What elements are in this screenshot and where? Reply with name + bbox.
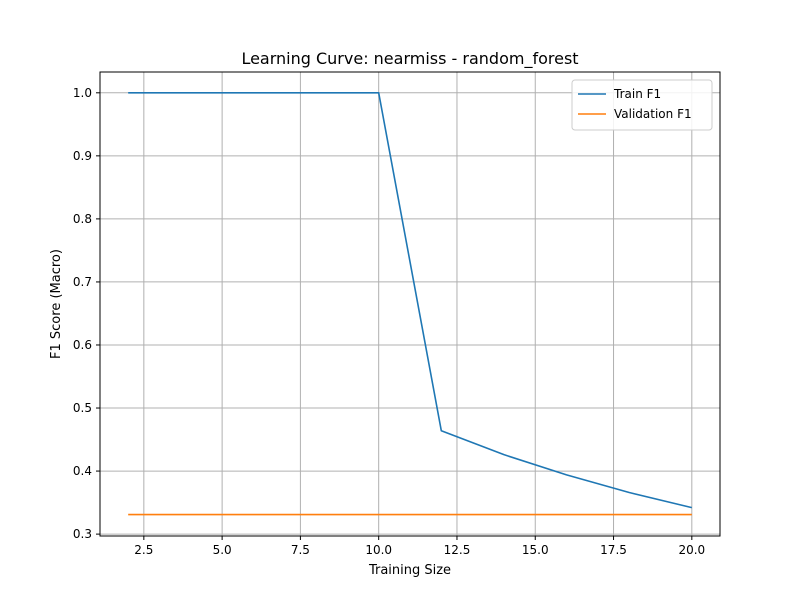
y-tick-label: 0.7 bbox=[73, 275, 92, 289]
y-tick-label: 0.9 bbox=[73, 149, 92, 163]
grid-lines bbox=[100, 72, 720, 536]
legend: Train F1 Validation F1 bbox=[571, 79, 713, 131]
legend-label: Validation F1 bbox=[614, 107, 692, 121]
plot-frame bbox=[99, 71, 721, 537]
y-tick-label: 0.4 bbox=[73, 464, 92, 478]
x-tick-label: 20.0 bbox=[678, 543, 705, 557]
axis-ticks: 2.5 5.0 7.5 10.0 12.5 15.0 17.5 20.0 0.3 0.4 0.5 0.… bbox=[73, 86, 705, 557]
x-tick-label: 10.0 bbox=[365, 543, 392, 557]
x-tick-label: 5.0 bbox=[213, 543, 232, 557]
chart-title: Learning Curve: nearmiss - random_forest bbox=[241, 49, 578, 69]
x-tick-label: 17.5 bbox=[600, 543, 627, 557]
y-tick-label: 0.3 bbox=[73, 527, 92, 541]
y-axis-label: F1 Score (Macro) bbox=[49, 249, 64, 359]
series-line-0 bbox=[128, 92, 693, 509]
x-tick-label: 2.5 bbox=[134, 543, 153, 557]
series-lines bbox=[128, 92, 693, 516]
legend-label: Train F1 bbox=[613, 87, 661, 101]
x-axis-label: Training Size bbox=[368, 563, 451, 578]
y-tick-label: 0.5 bbox=[73, 401, 92, 415]
x-tick-label: 7.5 bbox=[291, 543, 310, 557]
legend-box bbox=[571, 79, 713, 131]
y-tick-label: 0.6 bbox=[73, 338, 92, 352]
x-tick-label: 12.5 bbox=[444, 543, 471, 557]
x-tick-label: 15.0 bbox=[522, 543, 549, 557]
y-tick-label: 0.8 bbox=[73, 212, 92, 226]
y-tick-label: 1.0 bbox=[73, 86, 92, 100]
